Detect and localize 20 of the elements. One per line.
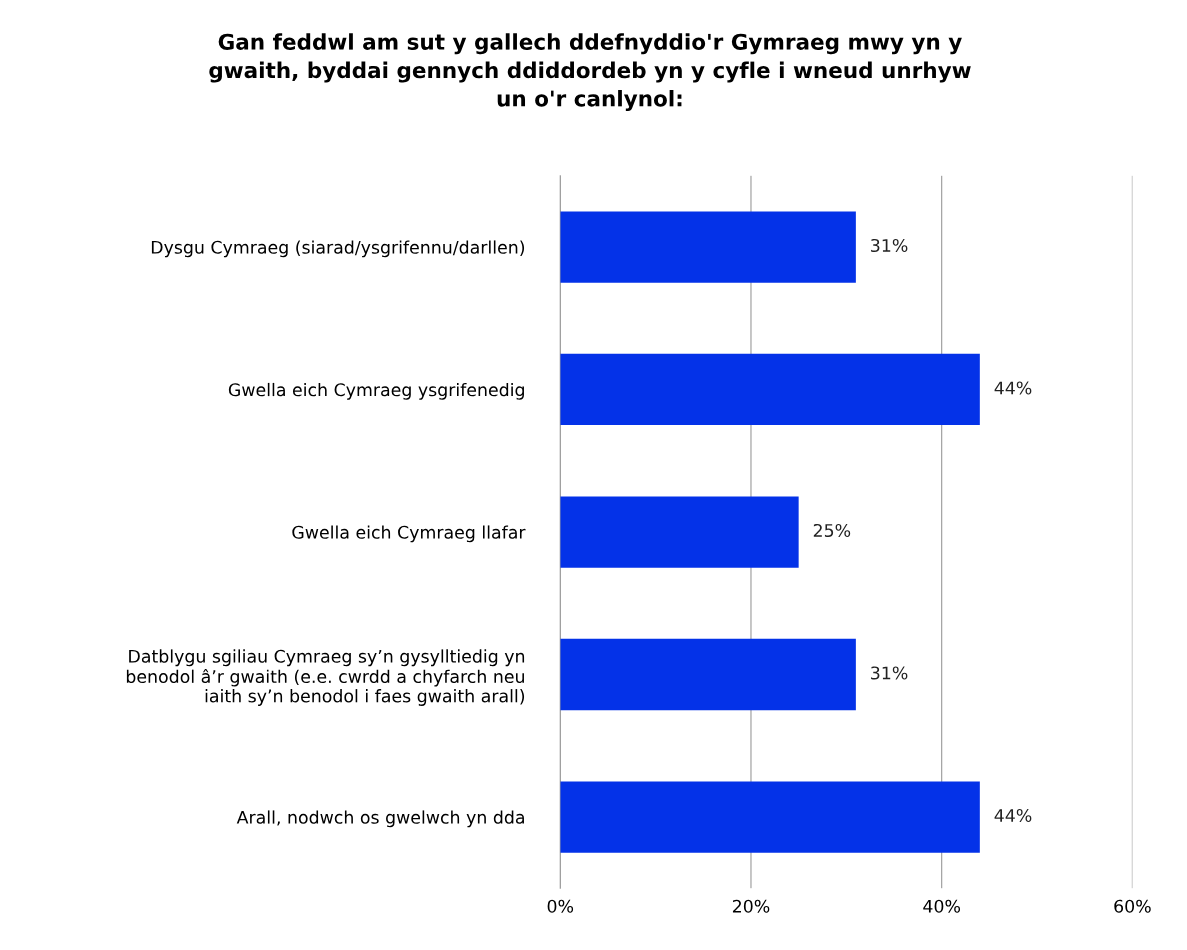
bar (560, 211, 856, 283)
x-tick-label: 60% (1114, 899, 1151, 913)
y-tick-label: Gwella eich Cymraeg llafar (292, 525, 526, 543)
x-tick-label: 40% (923, 899, 961, 913)
data-label: 44% (994, 808, 1032, 823)
y-tick-label: Arall, nodwch os gwelwch yn dda (236, 810, 524, 828)
data-label: 31% (871, 238, 908, 253)
y-tick-label: Datblygu sgiliau Cymraeg sy’n gysylltiedig yn benodol â’r gwaith (e.e. cwrdd a chyfarch neu iaith sy’n benodol i faes gwaith arall) (126, 649, 525, 706)
data-label: 25% (813, 523, 851, 538)
x-tick-label: 20% (732, 899, 770, 913)
chart-title: Gan feddwl am sut y gallech ddefnyddio'r Gymraeg mwy yn y gwaith, byddai gennych ddiddordeb yn y cyfle i wneud unrhyw un o'r canlynol: (209, 33, 971, 111)
y-tick-label: Gwella eich Cymraeg ysgrifenedig (228, 382, 524, 400)
bar (560, 496, 799, 568)
data-label: 31% (871, 666, 908, 680)
bar (560, 353, 980, 426)
bar (560, 638, 856, 711)
bar (560, 781, 980, 853)
data-label: 44% (994, 381, 1032, 395)
x-tick-label: 0% (547, 899, 574, 913)
y-tick-label: Dysgu Cymraeg (siarad/ysgrifennu/darllen) (151, 240, 525, 258)
